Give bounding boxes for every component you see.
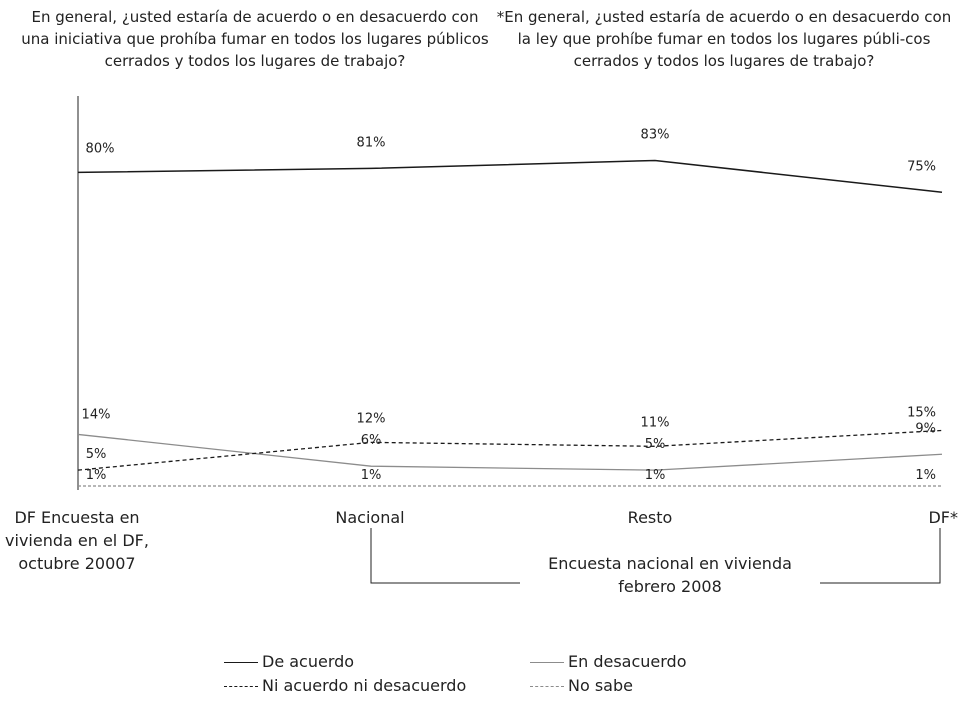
series-line-de-acuerdo: [77, 159, 943, 193]
question-right: *En general, ¿usted estaría de acuerdo o…: [496, 8, 952, 70]
question-left: En general, ¿usted estaría de acuerdo o …: [21, 8, 489, 70]
data-label-en-desacuerdo-0: 14%: [82, 407, 111, 422]
data-label-en-desacuerdo-2: 5%: [645, 437, 666, 452]
legend-left: De acuerdo Ni acuerdo ni desacuerdo: [224, 650, 466, 698]
data-label-no-sabe-0: 1%: [86, 468, 107, 483]
series-line-en-desacuerdo: [77, 433, 943, 471]
legend-right: En desacuerdo No sabe: [530, 650, 687, 698]
data-label-de-acuerdo-1: 81%: [357, 135, 386, 150]
data-label-ni-acuerdo-ni-desacuerdo-2: 11%: [641, 415, 670, 430]
legend-label-no-sabe: No sabe: [568, 676, 633, 695]
data-label-ni-acuerdo-ni-desacuerdo-1: 12%: [357, 411, 386, 426]
bracket-label: Encuesta nacional en vivienda febrero 20…: [520, 552, 820, 598]
series-layer: [77, 159, 943, 487]
category-label-df-star: DF*: [928, 508, 958, 527]
data-label-de-acuerdo-2: 83%: [641, 127, 670, 142]
category-label-df-encuesta: DF Encuesta en vivienda en el DF, octubr…: [5, 508, 149, 573]
data-label-de-acuerdo-0: 80%: [86, 141, 115, 156]
legend-item-no-sabe: No sabe: [530, 674, 687, 698]
data-label-no-sabe-2: 1%: [645, 468, 666, 483]
legend-swatch-ni-acuerdo: [224, 685, 258, 687]
legend-item-en-desacuerdo: En desacuerdo: [530, 650, 687, 674]
legend-swatch-en-desacuerdo: [530, 661, 564, 663]
data-label-en-desacuerdo-3: 9%: [915, 421, 936, 436]
series-line-ni-acuerdo-ni-desacuerdo: [77, 429, 943, 471]
data-label-de-acuerdo-3: 75%: [907, 159, 936, 174]
legend-item-ni-acuerdo: Ni acuerdo ni desacuerdo: [224, 674, 466, 698]
data-label-layer: 80% 81% 83% 75% 14% 6% 5% 9% 5% 12% 11% 15% 1% 1% 1% 1%: [82, 127, 936, 483]
legend-swatch-de-acuerdo: [224, 661, 258, 663]
legend-label-de-acuerdo: De acuerdo: [262, 652, 355, 671]
data-label-ni-acuerdo-ni-desacuerdo-3: 15%: [907, 405, 936, 420]
legend-label-en-desacuerdo: En desacuerdo: [568, 652, 687, 671]
legend-label-ni-acuerdo: Ni acuerdo ni desacuerdo: [262, 676, 467, 695]
legend-item-de-acuerdo: De acuerdo: [224, 650, 466, 674]
data-label-no-sabe-1: 1%: [361, 468, 382, 483]
data-label-no-sabe-3: 1%: [915, 468, 936, 483]
legend-swatch-no-sabe: [530, 685, 564, 687]
category-label-nacional: Nacional: [335, 508, 405, 527]
data-label-ni-acuerdo-ni-desacuerdo-0: 5%: [86, 447, 107, 462]
data-label-en-desacuerdo-1: 6%: [361, 433, 382, 448]
category-label-resto: Resto: [627, 508, 673, 527]
